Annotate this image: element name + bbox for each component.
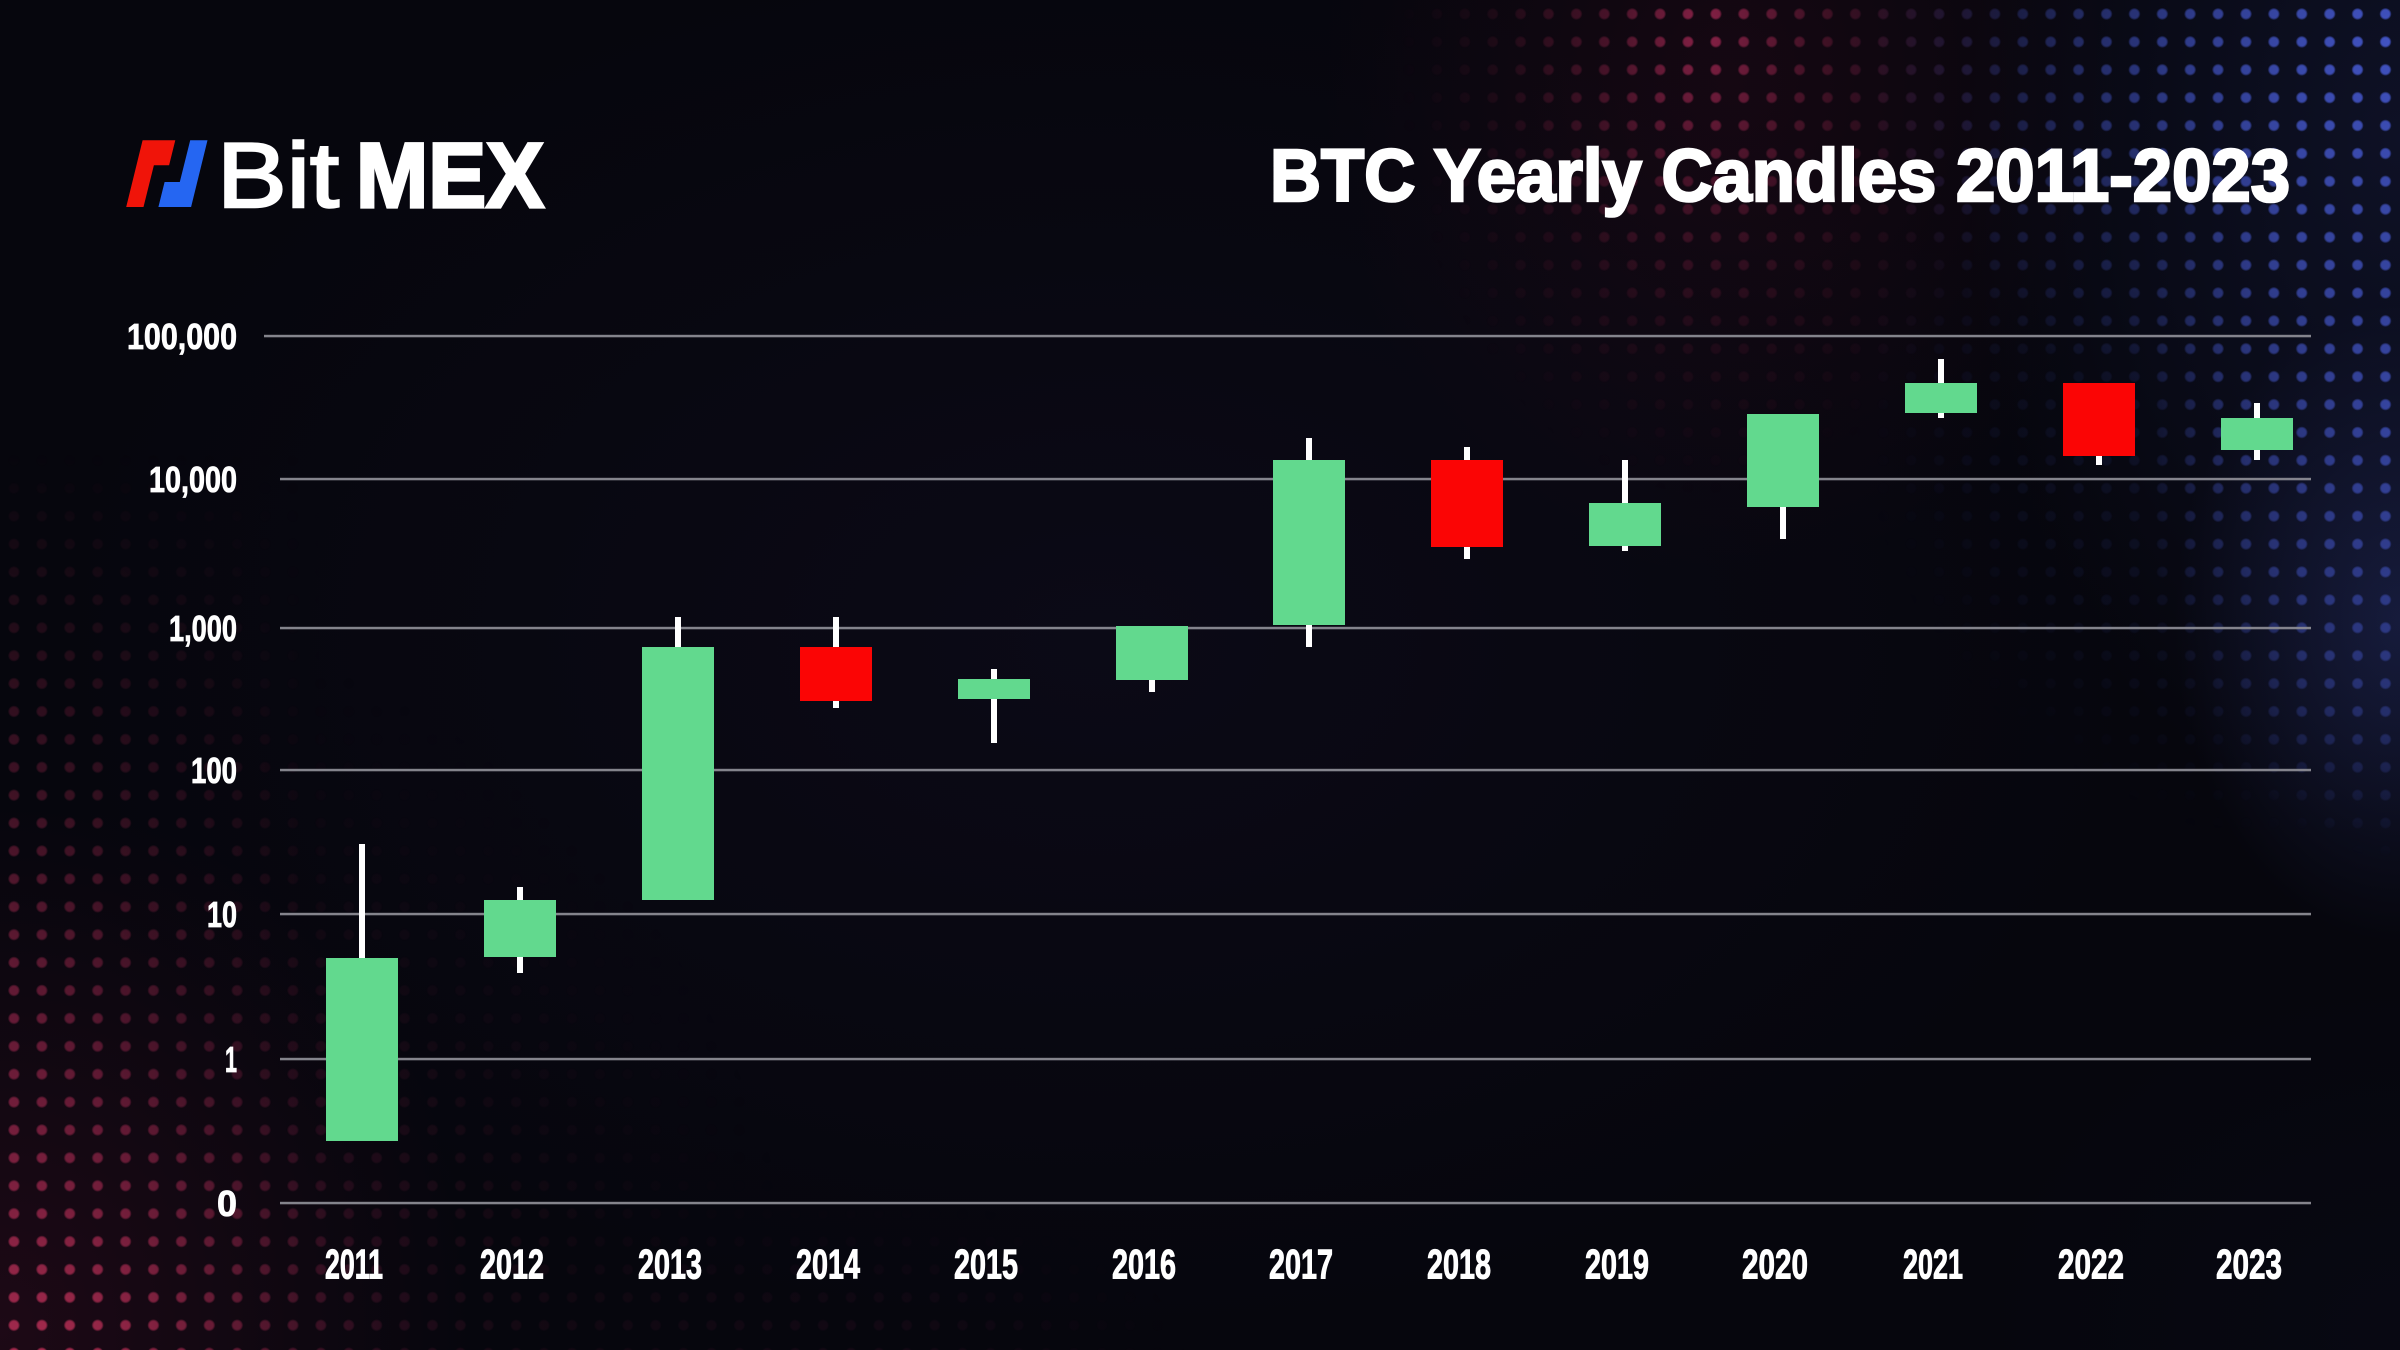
svg-text:0: 0 (217, 1183, 237, 1224)
svg-text:2017: 2017 (1269, 1241, 1333, 1288)
svg-text:Bit: Bit (217, 125, 339, 227)
svg-text:BTC Yearly Candles 2011-2023: BTC Yearly Candles 2011-2023 (1270, 134, 2290, 217)
svg-text:2013: 2013 (638, 1241, 702, 1288)
svg-text:100: 100 (191, 750, 237, 791)
svg-text:2023: 2023 (2216, 1241, 2282, 1288)
svg-text:2016: 2016 (1112, 1241, 1176, 1288)
svg-text:2012: 2012 (480, 1241, 544, 1288)
svg-text:2020: 2020 (1742, 1241, 1808, 1288)
svg-text:2019: 2019 (1585, 1241, 1649, 1288)
svg-text:10,000: 10,000 (149, 459, 237, 500)
svg-text:2014: 2014 (796, 1241, 860, 1288)
svg-text:2011: 2011 (325, 1241, 383, 1288)
svg-text:100,000: 100,000 (127, 316, 237, 357)
svg-text:MEX: MEX (356, 125, 544, 227)
svg-text:10: 10 (207, 894, 237, 935)
svg-text:1,000: 1,000 (169, 608, 237, 649)
svg-text:2018: 2018 (1427, 1241, 1491, 1288)
svg-text:2015: 2015 (954, 1241, 1018, 1288)
svg-text:2021: 2021 (1903, 1241, 1963, 1288)
svg-text:1: 1 (225, 1039, 237, 1080)
svg-text:2022: 2022 (2058, 1241, 2124, 1288)
